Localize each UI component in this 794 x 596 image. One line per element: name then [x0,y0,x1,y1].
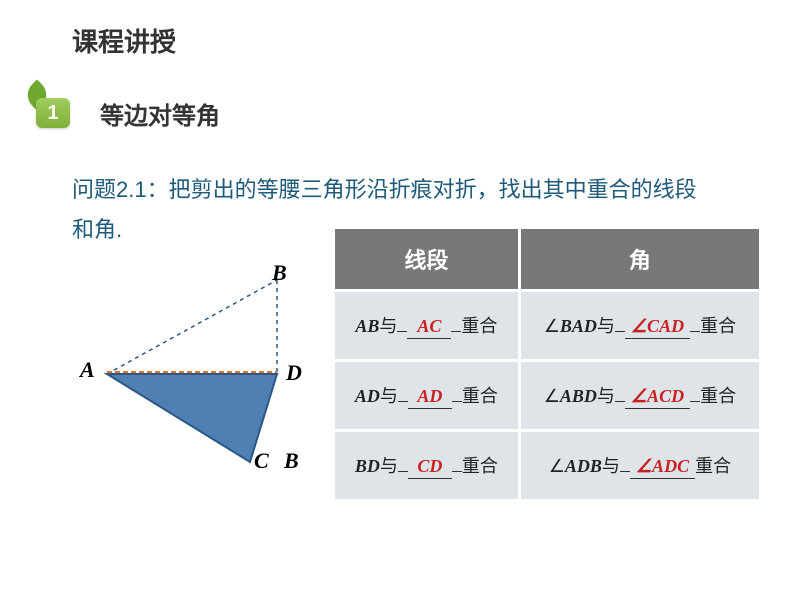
angle-cell: ∠ABD与∠ACD重合 [521,362,759,429]
table-row: AD与AD重合 ∠ABD与∠ACD重合 [335,362,759,429]
table-row: BD与CD重合 ∠ADB与∠ADC重合 [335,432,759,499]
angle-cell: ∠BAD与∠CAD重合 [521,292,759,359]
triangle-figure: A B D C B [72,262,332,482]
section-number: 1 [36,98,70,128]
vertex-label-a: A [80,357,95,383]
vertex-label-d: D [286,360,302,386]
table-row: AB与AC重合 ∠BAD与∠CAD重合 [335,292,759,359]
section-heading: 等边对等角 [100,96,220,131]
vertex-label-b2: B [284,448,299,474]
vertex-label-c: C [254,448,269,474]
segment-cell: AB与AC重合 [335,292,518,359]
main-title: 课程讲授 [72,22,176,59]
angle-cell: ∠ADB与∠ADC重合 [521,432,759,499]
segment-cell: AD与AD重合 [335,362,518,429]
comparison-table: 线段 角 AB与AC重合 ∠BAD与∠CAD重合 AD与AD重合 ∠ABD与∠A… [332,226,762,502]
vertex-label-b: B [272,260,287,286]
segment-cell: BD与CD重合 [335,432,518,499]
table-header-segment: 线段 [335,229,518,289]
table-header-angle: 角 [521,229,759,289]
section-badge: 1 [24,92,72,132]
